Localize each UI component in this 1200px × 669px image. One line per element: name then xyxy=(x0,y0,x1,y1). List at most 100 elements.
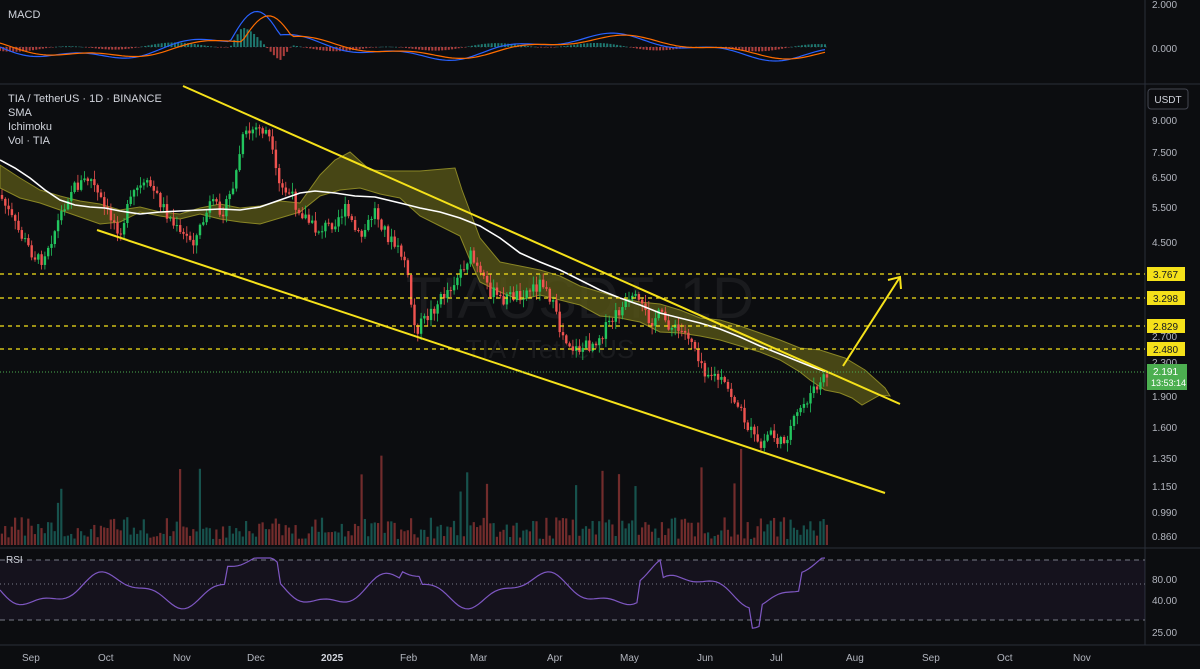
price-tick: 1.600 xyxy=(1152,423,1177,434)
candle-body xyxy=(759,441,763,448)
candle-body xyxy=(650,323,654,326)
candle-body xyxy=(198,224,202,236)
volume-bar xyxy=(192,529,195,545)
volume-bar xyxy=(149,537,152,545)
volume-bar xyxy=(627,523,630,545)
macd-histogram-bar xyxy=(12,47,15,52)
volume-bar xyxy=(759,518,762,545)
volume-bar xyxy=(311,526,314,545)
volume-bar xyxy=(4,526,7,545)
candle-body xyxy=(479,265,482,273)
macd-histogram-bar xyxy=(362,47,364,49)
macd-histogram-bar xyxy=(28,47,31,51)
candle-body xyxy=(357,230,360,232)
indicator-ichimoku-label[interactable]: Ichimoku xyxy=(8,121,52,133)
macd-histogram-bar xyxy=(32,47,34,51)
symbol-title[interactable]: TIA / TetherUS · 1D · BINANCE xyxy=(8,93,162,105)
candle-body xyxy=(334,226,337,230)
candle-body xyxy=(284,187,287,193)
rsi-line[interactable] xyxy=(0,557,826,629)
indicator-sma-label[interactable]: SMA xyxy=(8,107,33,119)
volume-bar xyxy=(350,535,353,545)
candle-body xyxy=(360,230,363,237)
volume-bar xyxy=(492,523,495,545)
macd-histogram-bar xyxy=(527,46,529,47)
volume-bar xyxy=(558,520,561,545)
candle-body xyxy=(340,216,344,218)
volume-bar xyxy=(221,526,225,545)
volume-bar xyxy=(766,524,769,545)
rsi-title: RSI xyxy=(6,555,23,566)
candle-body xyxy=(53,231,56,245)
macd-histogram-bar xyxy=(236,34,239,47)
volume-bar xyxy=(324,532,327,545)
candle-body xyxy=(182,231,185,234)
volume-bar xyxy=(47,522,50,545)
macd-histogram-bar xyxy=(602,43,605,47)
candle-body xyxy=(515,291,518,301)
price-tick: 0.860 xyxy=(1152,532,1177,543)
level-tag-2480[interactable] xyxy=(1147,342,1185,356)
level-tag-2829[interactable] xyxy=(1147,319,1185,333)
last-price-tag[interactable] xyxy=(1147,364,1187,390)
candle-body xyxy=(129,196,132,204)
candles-layer[interactable] xyxy=(0,122,829,452)
candle-body xyxy=(601,338,604,340)
time-axis[interactable]: Sep Oct Nov Dec 2025 Feb Mar Apr May Jun… xyxy=(22,653,1091,664)
volume-bar xyxy=(363,518,366,545)
volume-bar xyxy=(136,533,139,545)
volume-bar xyxy=(17,529,20,545)
macd-signal-line[interactable] xyxy=(0,15,826,60)
macd-histogram-bar xyxy=(533,46,536,48)
candle-body xyxy=(83,178,86,181)
candle-body xyxy=(806,403,809,405)
candle-body xyxy=(740,406,743,408)
macd-histogram-bar xyxy=(279,47,282,60)
level-tag-3298[interactable] xyxy=(1147,291,1185,305)
macd-histogram-bar xyxy=(576,44,579,47)
volume-bar xyxy=(664,535,667,545)
candle-body xyxy=(195,235,198,246)
volume-bar xyxy=(337,532,340,545)
macd-histogram-bar xyxy=(431,47,434,51)
candle-body xyxy=(462,269,466,271)
price-axis[interactable]: 2.000 0.000 USDT 9.000 7.500 6.500 5.500… xyxy=(1147,0,1189,639)
volume-bar xyxy=(304,538,307,545)
time-label: Sep xyxy=(922,653,940,664)
projection-arrow-line[interactable] xyxy=(842,276,901,367)
candle-body xyxy=(773,430,776,439)
macd-histogram-bar xyxy=(22,47,25,52)
candle-body xyxy=(146,180,149,183)
currency-button[interactable] xyxy=(1147,88,1189,110)
candle-body xyxy=(406,260,410,276)
time-label: Mar xyxy=(470,653,488,664)
levels-layer[interactable] xyxy=(0,273,1145,373)
candle-body xyxy=(822,374,825,383)
rsi-pane[interactable]: RSI xyxy=(0,555,1145,629)
time-label: Nov xyxy=(1073,653,1091,664)
volume-bar xyxy=(287,527,291,545)
macd-histogram-bar xyxy=(355,47,358,50)
legend[interactable]: TIA / TetherUS · 1D · BINANCE SMA Ichimo… xyxy=(8,93,162,147)
indicator-volume-label[interactable]: Vol · TIA xyxy=(8,135,51,147)
candle-body xyxy=(641,299,644,304)
volume-bar xyxy=(789,519,792,545)
candle-body xyxy=(512,292,515,301)
volume-bar xyxy=(502,529,505,545)
candle-body xyxy=(588,340,591,351)
candle-body xyxy=(152,185,155,191)
volume-bar xyxy=(485,483,489,545)
volume-bar xyxy=(509,537,512,545)
channel-upper-trendline[interactable] xyxy=(182,85,901,405)
volume-bar xyxy=(584,526,588,545)
macd-pane[interactable]: MACD xyxy=(0,9,830,62)
channel-lower-trendline[interactable] xyxy=(96,229,886,494)
macd-histogram-bar xyxy=(180,42,183,47)
sma-line[interactable] xyxy=(0,159,831,374)
macd-histogram-bar xyxy=(817,44,820,47)
candle-body xyxy=(786,439,789,444)
macd-histogram-bar xyxy=(484,43,487,47)
level-tag-3767[interactable] xyxy=(1147,267,1185,281)
candle-body xyxy=(815,386,819,390)
